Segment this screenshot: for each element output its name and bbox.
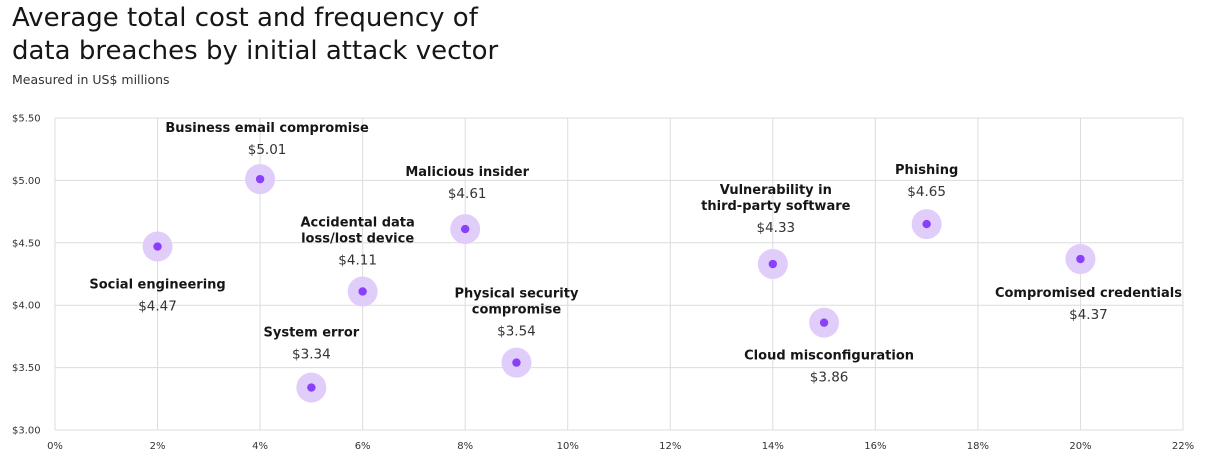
point-name-label: Social engineering xyxy=(89,278,225,293)
point-name-label: Business email compromise xyxy=(165,121,369,136)
point-value-label: $4.37 xyxy=(1069,307,1108,323)
y-tick-label: $4.50 xyxy=(12,238,41,249)
x-tick-label: 12% xyxy=(659,441,681,452)
x-tick-label: 4% xyxy=(252,441,268,452)
data-point xyxy=(512,358,521,367)
x-tick-label: 18% xyxy=(967,441,989,452)
data-labels: Social engineering $4.47 Business email co… xyxy=(89,121,1182,386)
point-name-label: Phishing xyxy=(895,163,958,178)
data-points xyxy=(142,164,1096,403)
y-tick-label: $3.50 xyxy=(12,363,41,374)
point-name-label: third-party software xyxy=(701,199,850,214)
x-tick-label: 14% xyxy=(762,441,784,452)
point-value-label: $3.34 xyxy=(292,347,331,363)
grid-layer xyxy=(54,117,1184,431)
tick-labels: $3.00 $3.50 $4.00 $4.50 $5.00 $5.50 0% 2% 4% 6% 8%… xyxy=(12,114,1194,453)
point-value-label: $3.54 xyxy=(497,324,536,340)
data-point xyxy=(307,383,316,392)
y-tick-label: $5.50 xyxy=(12,114,41,125)
point-value-label: $4.47 xyxy=(138,299,177,315)
data-point xyxy=(255,174,265,184)
y-tick-label: $5.00 xyxy=(12,176,41,187)
point-value-label: $4.33 xyxy=(756,220,795,236)
point-name-label: System error xyxy=(264,326,360,341)
x-tick-label: 0% xyxy=(47,441,63,452)
point-name-label: Accidental data xyxy=(300,215,414,230)
point-value-label: $4.65 xyxy=(907,184,946,200)
point-name-label: Cloud misconfiguration xyxy=(744,349,914,364)
point-name-label: compromise xyxy=(472,303,562,318)
data-point xyxy=(819,318,829,327)
x-tick-label: 16% xyxy=(864,441,886,452)
data-point xyxy=(358,287,367,296)
point-name-label: loss/lost device xyxy=(301,231,414,246)
chart-subtitle: Measured in US$ millions xyxy=(12,72,170,87)
x-tick-label: 20% xyxy=(1069,441,1091,452)
x-tick-label: 2% xyxy=(150,441,166,452)
x-tick-label: 8% xyxy=(457,441,473,452)
data-point xyxy=(1076,254,1085,264)
data-point xyxy=(922,219,931,229)
point-value-label: $5.01 xyxy=(248,142,287,158)
chart-title: Average total cost and frequency of data… xyxy=(12,2,532,68)
data-point xyxy=(768,259,778,269)
point-value-label: $3.86 xyxy=(810,370,849,386)
y-tick-label: $4.00 xyxy=(12,301,41,312)
chart-title-line-2: data breaches by initial attack vector xyxy=(12,36,499,66)
x-tick-label: 22% xyxy=(1172,441,1194,452)
data-point xyxy=(460,224,470,234)
point-value-label: $4.61 xyxy=(448,186,487,202)
chart-title-line-1: Average total cost and frequency of xyxy=(12,3,478,33)
y-tick-label: $3.00 xyxy=(12,426,41,437)
point-name-label: Physical security xyxy=(454,287,579,302)
point-name-label: Malicious insider xyxy=(405,165,529,180)
point-name-label: Compromised credentials xyxy=(995,286,1182,301)
x-tick-label: 6% xyxy=(355,441,371,452)
data-point xyxy=(153,242,162,251)
x-tick-label: 10% xyxy=(557,441,579,452)
point-value-label: $4.11 xyxy=(338,252,377,268)
point-name-label: Vulnerability in xyxy=(720,183,832,198)
